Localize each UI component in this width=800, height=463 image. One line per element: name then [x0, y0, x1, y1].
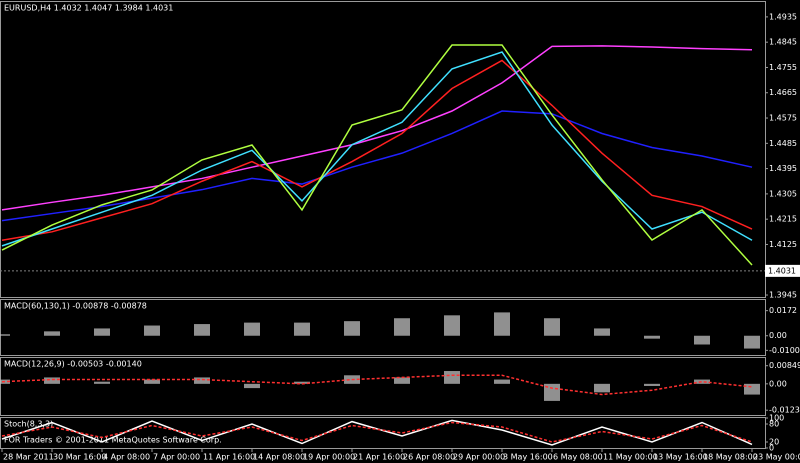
- x-tick-label: 23 May 00:00: [753, 453, 800, 462]
- histogram-bar: [644, 335, 660, 339]
- histogram-bar: [694, 379, 710, 384]
- histogram-bar: [594, 383, 610, 393]
- macd2-title: MACD(12,26,9) -0.00503 -0.00140: [4, 360, 142, 369]
- y-tick-label: -0.01235: [769, 406, 800, 415]
- current-price-label: 1.4031: [768, 266, 796, 275]
- histogram-bar: [444, 315, 460, 336]
- macd-title: MACD(60,130,1) -0.00878 -0.00878: [4, 302, 147, 311]
- histogram-bar: [44, 377, 60, 384]
- y-tick-label: 20: [769, 438, 779, 447]
- histogram-bar: [494, 312, 510, 336]
- y-tick-label: 1.4215: [769, 215, 797, 224]
- y-tick-label: 0.0172: [769, 306, 797, 315]
- histogram-bar: [294, 381, 310, 384]
- histogram-bar: [494, 379, 510, 384]
- x-tick-label: 14 Apr 08:00: [253, 453, 305, 462]
- x-tick-label: 26 Apr 08:00: [403, 453, 455, 462]
- stoch-title: Stoch(8,3,3): [4, 420, 53, 429]
- x-tick-label: 4 Apr 08:00: [103, 453, 150, 462]
- y-tick-label: 1.4935: [769, 12, 797, 21]
- macd2-pane: [0, 357, 766, 416]
- x-tick-label: 28 Mar 2011: [3, 453, 54, 462]
- y-tick-label: 1.4845: [769, 38, 797, 47]
- x-tick-label: 6 May 08:00: [553, 453, 603, 462]
- y-tick-label: 0: [769, 444, 774, 453]
- price-line: [1, 44, 753, 266]
- y-tick-label: 0.00: [769, 331, 787, 340]
- y-tick-label: 1.4125: [769, 240, 797, 249]
- y-tick-label: 1.4395: [769, 164, 797, 173]
- histogram-bar: [694, 335, 710, 345]
- y-tick-label: -0.01001: [769, 346, 800, 355]
- price-pane: [0, 1, 766, 298]
- stoch-signal-line: [1, 421, 753, 443]
- y-tick-label: 1.3945: [769, 291, 797, 300]
- x-tick-label: 29 Apr 00:00: [453, 453, 505, 462]
- histogram-bar: [244, 322, 260, 336]
- histogram-bar: [744, 383, 760, 395]
- histogram-bar: [344, 321, 360, 336]
- y-tick-label: 1.4485: [769, 139, 797, 148]
- y-tick-label: 100: [769, 414, 784, 423]
- x-tick-label: 7 Apr 00:00: [153, 453, 200, 462]
- x-tick-label: 11 Apr 16:00: [203, 453, 255, 462]
- signal-line: [1, 374, 753, 396]
- x-tick-label: 30 Mar 16:00: [53, 453, 106, 462]
- histogram-bar: [644, 383, 660, 386]
- x-tick-label: 21 Apr 16:00: [353, 453, 405, 462]
- price-line: [1, 110, 753, 222]
- y-tick-label: 1.4575: [769, 114, 797, 123]
- x-tick-label: 13 May 16:00: [653, 453, 708, 462]
- y-tick-label: 0.00849: [769, 361, 800, 370]
- histogram-bar: [244, 383, 260, 389]
- histogram-bar: [394, 318, 410, 336]
- histogram-bar: [194, 377, 210, 384]
- histogram-bar: [294, 322, 310, 336]
- histogram-bar: [94, 381, 110, 384]
- y-tick-label: 0.00: [769, 379, 787, 388]
- y-tick-label: 1.4305: [769, 189, 797, 198]
- price-line: [1, 51, 753, 247]
- y-tick-label: 80: [769, 420, 779, 429]
- x-tick-label: 3 May 16:00: [503, 453, 553, 462]
- histogram-bar: [144, 379, 160, 384]
- histogram-bar: [444, 371, 460, 384]
- histogram-bar: [594, 328, 610, 336]
- x-tick-label: 11 May 00:00: [603, 453, 658, 462]
- macd-pane: [0, 299, 766, 356]
- histogram-bar: [94, 328, 110, 336]
- copyright: FOR Traders © 2001-2011 MetaQuotes Softw…: [4, 436, 222, 445]
- y-tick-label: 1.4755: [769, 63, 797, 72]
- current-price-box: [765, 264, 800, 277]
- y-tick-label: 1.4665: [769, 88, 797, 97]
- price-title: EURUSD,H4 1.4032 1.4047 1.3984 1.4031: [4, 4, 173, 13]
- histogram-bar: [0, 334, 10, 336]
- price-line: [1, 45, 753, 211]
- stoch-pane: [0, 417, 766, 449]
- histogram-bar: [144, 325, 160, 336]
- histogram-bar: [194, 324, 210, 336]
- histogram-bar: [44, 331, 60, 336]
- histogram-bar: [544, 318, 560, 336]
- x-tick-label: 19 Apr 00:00: [303, 453, 355, 462]
- histogram-bar: [394, 377, 410, 384]
- x-tick-label: 18 May 08:00: [703, 453, 758, 462]
- histogram-bar: [744, 335, 760, 349]
- price-line: [1, 59, 753, 241]
